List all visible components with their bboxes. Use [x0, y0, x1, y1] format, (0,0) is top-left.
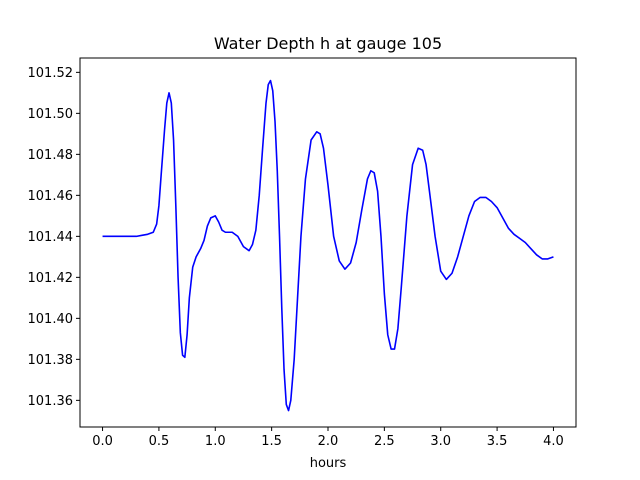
x-tick-label: 2.5 [374, 434, 395, 449]
y-tick-label: 101.48 [28, 148, 74, 163]
plot-area [79, 57, 577, 428]
x-tick-label: 3.5 [487, 434, 508, 449]
y-tick-label: 101.46 [28, 189, 74, 204]
y-tick-label: 101.38 [28, 353, 74, 368]
y-tick-label: 101.36 [28, 394, 74, 409]
x-tick-label: 0.5 [149, 434, 170, 449]
x-axis-label: hours [310, 456, 347, 471]
plot-frame [79, 57, 577, 428]
x-tick-label: 2.0 [318, 434, 339, 449]
y-tick-label: 101.40 [28, 312, 74, 327]
x-tick-label: 1.5 [261, 434, 282, 449]
y-tick-label: 101.50 [28, 107, 74, 122]
x-tick-label: 0.0 [92, 434, 113, 449]
y-tick-label: 101.42 [28, 271, 74, 286]
x-axis: 0.0 0.5 1.0 1.5 2.0 2.5 3.0 3.5 4.0 [92, 427, 564, 449]
y-tick-label: 101.52 [28, 66, 74, 81]
chart-title: Water Depth h at gauge 105 [214, 34, 442, 53]
x-tick-label: 3.0 [430, 434, 451, 449]
series-line-0 [102, 79, 554, 412]
x-tick-label: 4.0 [543, 434, 564, 449]
y-tick-label: 101.44 [28, 230, 74, 245]
x-tick-label: 1.0 [205, 434, 226, 449]
y-axis: 101.36 101.38 101.40 101.42 101.44 101.46 101.… [28, 66, 80, 409]
